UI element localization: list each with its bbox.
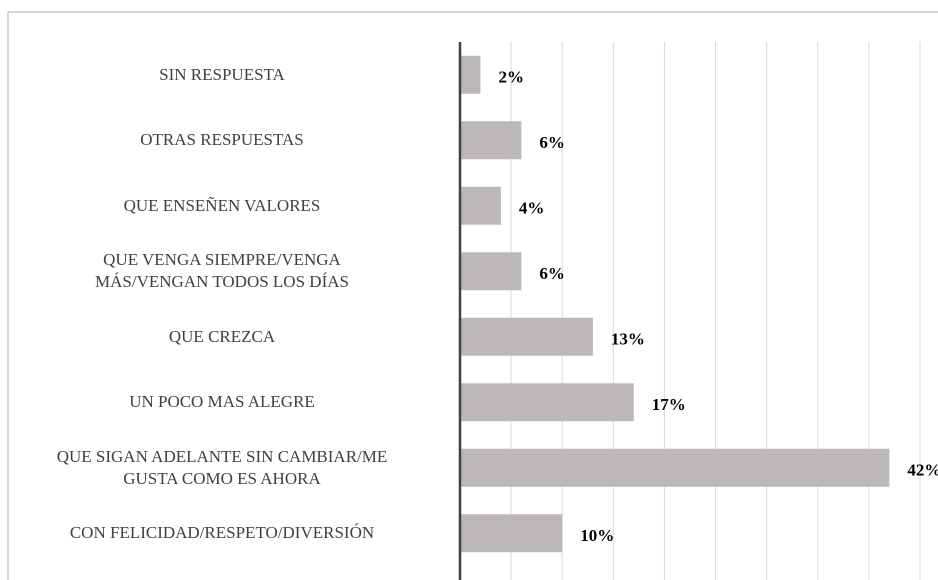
value-label: 4% [519, 199, 545, 218]
value-label: 10% [580, 526, 614, 545]
bar [460, 383, 634, 422]
value-label: 13% [611, 330, 645, 349]
value-label: 6% [539, 264, 565, 283]
category-label: OTRAS RESPUESTAS [140, 130, 304, 150]
category-label: QUE SIGAN ADELANTE SIN CAMBIAR/ME GUSTA … [56, 446, 388, 488]
bar [460, 252, 522, 291]
value-label: 2% [498, 68, 524, 87]
category-label: SIN RESPUESTA [159, 64, 285, 84]
bar [460, 55, 481, 94]
value-label: 6% [539, 133, 565, 152]
category-label: UN POCO MAS ALEGRE [129, 392, 315, 412]
value-label: 17% [652, 395, 686, 414]
bar [460, 317, 593, 356]
bar [460, 121, 522, 160]
bar [460, 186, 501, 225]
category-label: QUE ENSEÑEN VALORES [123, 195, 321, 215]
bar [460, 448, 890, 487]
bar [460, 514, 563, 553]
category-label: QUE VENGA SIEMPRE/VENGA MÁS/VENGAN TODOS… [95, 250, 349, 292]
category-label: CON FELICIDAD/RESPETO/DIVERSIÓN [69, 523, 375, 543]
category-label: QUE CREZCA [168, 326, 276, 346]
value-label: 42% [907, 461, 938, 480]
